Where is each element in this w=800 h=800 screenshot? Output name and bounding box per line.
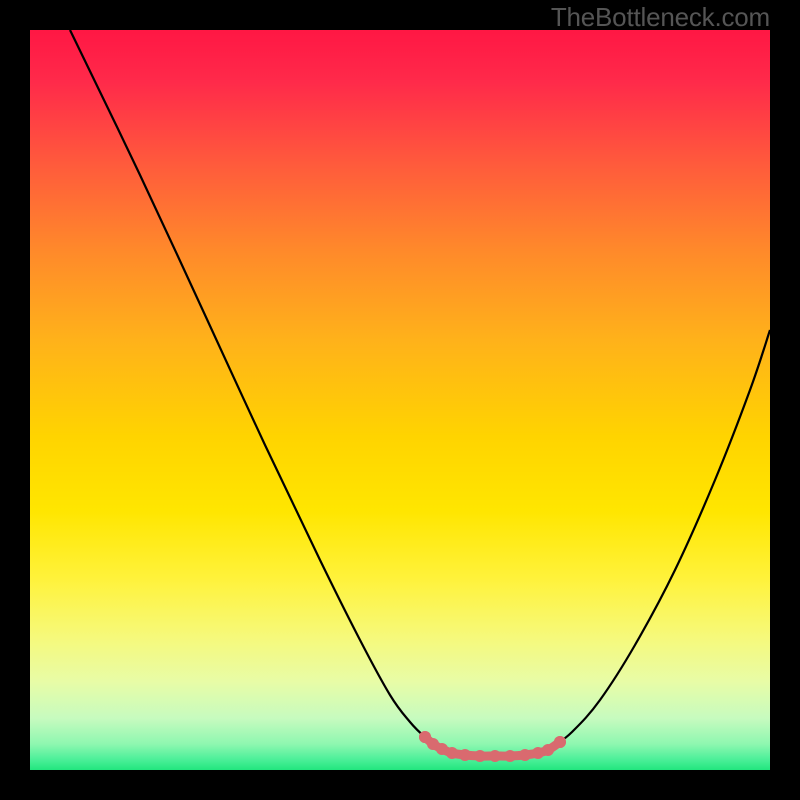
chart-container: TheBottleneck.com bbox=[0, 0, 800, 800]
watermark-text: TheBottleneck.com bbox=[551, 2, 770, 33]
plot-gradient-area bbox=[30, 30, 770, 770]
